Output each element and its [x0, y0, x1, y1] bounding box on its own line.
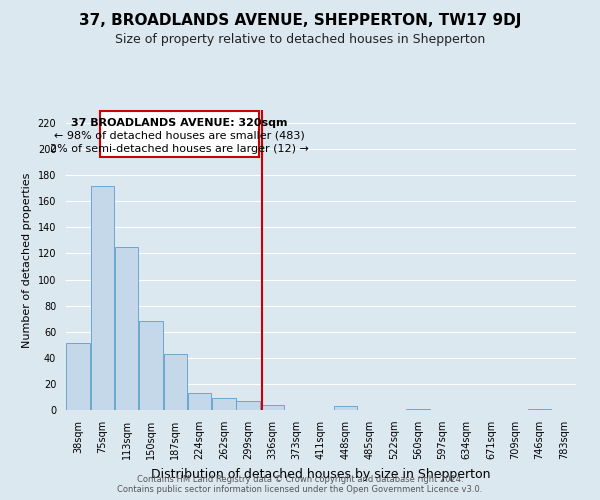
Bar — [91, 186, 114, 410]
Bar — [188, 393, 211, 410]
Text: Contains HM Land Registry data © Crown copyright and database right 2024.: Contains HM Land Registry data © Crown c… — [137, 475, 463, 484]
Bar — [236, 401, 260, 410]
Bar — [139, 322, 163, 410]
Text: 37, BROADLANDS AVENUE, SHEPPERTON, TW17 9DJ: 37, BROADLANDS AVENUE, SHEPPERTON, TW17 … — [79, 12, 521, 28]
Text: 2% of semi-detached houses are larger (12) →: 2% of semi-detached houses are larger (1… — [50, 144, 309, 154]
Y-axis label: Number of detached properties: Number of detached properties — [22, 172, 32, 348]
Bar — [212, 398, 236, 410]
Bar — [115, 247, 139, 410]
Bar — [164, 354, 187, 410]
Bar — [406, 408, 430, 410]
Text: ← 98% of detached houses are smaller (483): ← 98% of detached houses are smaller (48… — [54, 131, 305, 141]
Bar — [528, 408, 551, 410]
X-axis label: Distribution of detached houses by size in Shepperton: Distribution of detached houses by size … — [151, 468, 491, 480]
Bar — [334, 406, 357, 410]
Text: Size of property relative to detached houses in Shepperton: Size of property relative to detached ho… — [115, 32, 485, 46]
Bar — [100, 112, 259, 157]
Bar — [260, 405, 284, 410]
Text: 37 BROADLANDS AVENUE: 320sqm: 37 BROADLANDS AVENUE: 320sqm — [71, 118, 288, 128]
Text: Contains public sector information licensed under the Open Government Licence v3: Contains public sector information licen… — [118, 485, 482, 494]
Bar — [67, 344, 90, 410]
